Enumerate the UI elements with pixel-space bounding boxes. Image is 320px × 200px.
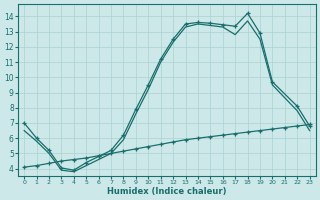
X-axis label: Humidex (Indice chaleur): Humidex (Indice chaleur): [107, 187, 227, 196]
